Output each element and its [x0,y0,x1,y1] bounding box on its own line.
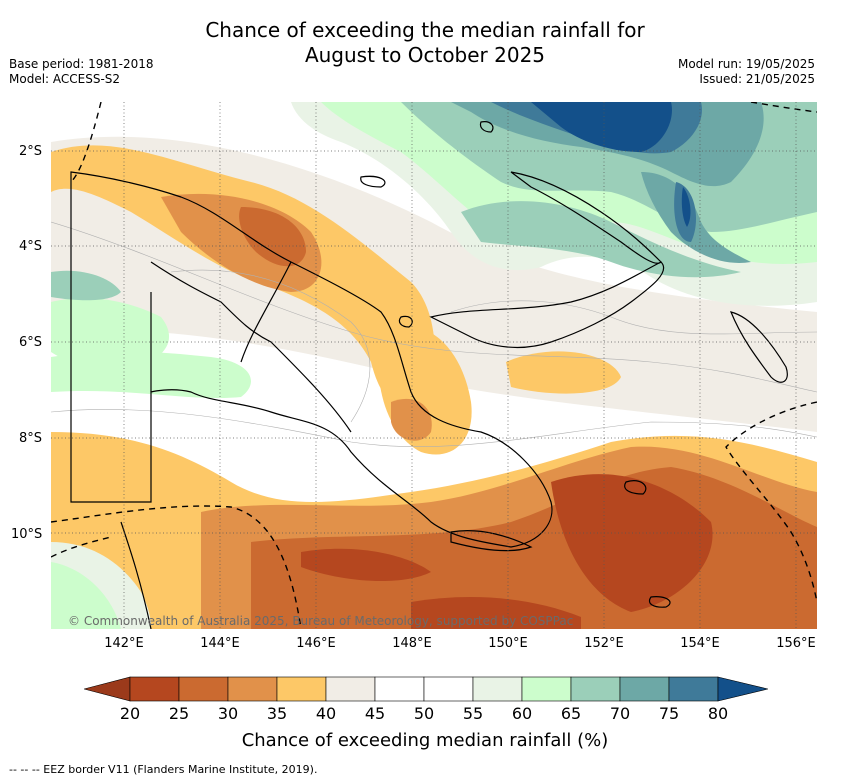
colorbar [82,676,769,706]
colorbar-segment-65-70 [570,676,621,702]
lon-label-144e: 144°E [200,636,240,651]
lon-label-148e: 148°E [392,636,432,651]
lat-label-4s: 4°S [19,239,43,254]
colorbar-tick-35: 35 [266,704,288,723]
colorbar-tick-60: 60 [511,704,533,723]
lon-label-152e: 152°E [584,636,624,651]
model-info: Base period: 1981-2018 Model: ACCESS-S2 [9,57,154,87]
colorbar-segment-40-45 [325,676,376,702]
colorbar-segment-70-75 [619,676,670,702]
copyright-notice: © Commonwealth of Australia 2025, Bureau… [68,614,574,628]
colorbar-tick-45: 45 [364,704,386,723]
title-line-2: August to October 2025 [304,43,546,67]
colorbar-segment-35-40 [276,676,327,702]
map-canvas [51,102,817,629]
colorbar-tick-50: 50 [413,704,435,723]
lat-label-2s: 2°S [19,144,43,159]
colorbar-tick-25: 25 [168,704,190,723]
rainfall-map [51,102,817,629]
lon-label-154e: 154°E [680,636,720,651]
colorbar-segment-50-55 [423,676,474,702]
lat-label-10s: 10°S [11,527,43,542]
colorbar-segment-55-60 [472,676,523,702]
colorbar-segment-75-80 [668,676,719,702]
eez-border-footnote: -- -- -- EEZ border V11 (Flanders Marine… [9,763,318,776]
colorbar-tick-20: 20 [119,704,141,723]
colorbar-title: Chance of exceeding median rainfall (%) [241,730,609,751]
colorbar-tick-70: 70 [609,704,631,723]
colorbar-segment-45-50 [374,676,425,702]
lon-label-142e: 142°E [104,636,144,651]
colorbar-segment-20-25 [129,676,180,702]
colorbar-segment-above-80 [717,676,769,702]
map-title: Chance of exceeding the median rainfall … [0,18,850,68]
colorbar-tick-65: 65 [560,704,582,723]
lat-label-8s: 8°S [19,431,43,446]
colorbar-segment-below-20 [82,676,131,702]
colorbar-tick-80: 80 [707,704,729,723]
colorbar-tick-40: 40 [315,704,337,723]
base-period: Base period: 1981-2018 [9,57,154,71]
run-info: Model run: 19/05/2025 Issued: 21/05/2025 [678,57,815,87]
colorbar-segment-25-30 [178,676,229,702]
lon-label-150e: 150°E [488,636,528,651]
colorbar-segment-60-65 [521,676,572,702]
colorbar-graphic [82,676,769,702]
colorbar-tick-55: 55 [462,704,484,723]
lat-label-6s: 6°S [19,335,43,350]
issued-date: Issued: 21/05/2025 [699,72,815,86]
colorbar-segment-30-35 [227,676,278,702]
model-run-date: Model run: 19/05/2025 [677,57,815,71]
colorbar-tick-30: 30 [217,704,239,723]
colorbar-tick-75: 75 [658,704,680,723]
lon-label-146e: 146°E [296,636,336,651]
model-name: Model: ACCESS-S2 [9,72,121,86]
lon-label-156e: 156°E [776,636,816,651]
title-line-1: Chance of exceeding the median rainfall … [205,18,645,42]
